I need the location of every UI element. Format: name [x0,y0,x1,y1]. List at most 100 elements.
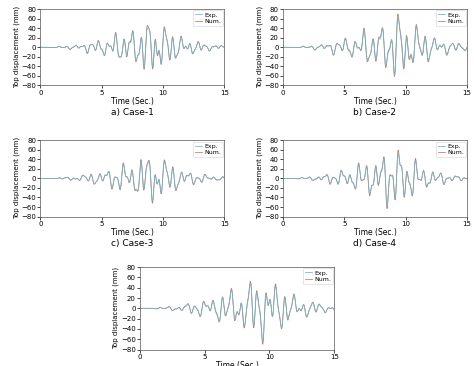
Exp. [127,180,133,184]
Exp. [216,178,222,182]
Num. [216,178,222,182]
Num. [425,182,431,186]
Exp. [425,182,431,186]
Exp. [221,176,227,180]
Num. [459,178,465,183]
Line: Exp.: Exp. [40,28,224,68]
Num. [122,169,128,174]
Num. [464,177,470,181]
Num. [260,342,265,347]
Num. [290,45,295,49]
X-axis label: Time (Sec.): Time (Sec.) [111,97,154,106]
X-axis label: Time (Sec.): Time (Sec.) [111,228,154,237]
Num. [459,45,465,50]
Y-axis label: Top displacement (mm): Top displacement (mm) [256,6,263,88]
Line: Num.: Num. [140,281,334,344]
Exp. [280,45,286,49]
Y-axis label: Top displacement (mm): Top displacement (mm) [13,137,20,220]
Exp. [331,307,337,312]
Num. [182,177,188,182]
Line: Num.: Num. [283,14,467,76]
Exp. [459,178,465,183]
Num. [127,40,133,44]
Num. [395,148,401,152]
Exp. [216,178,222,182]
Exp. [137,306,143,310]
Num. [365,60,370,64]
Line: Exp.: Exp. [283,153,467,206]
X-axis label: Time (Sec.): Time (Sec.) [354,228,396,237]
Legend: Exp., Num.: Exp., Num. [436,10,465,26]
Exp. [122,40,128,44]
Num. [182,44,188,49]
Num. [326,306,332,310]
Title: c) Case-3: c) Case-3 [111,239,154,248]
Exp. [290,296,296,300]
Line: Num.: Num. [40,160,224,203]
Exp. [182,44,188,49]
Exp. [47,45,53,49]
Exp. [122,169,128,174]
Exp. [216,46,222,50]
Num. [127,180,133,184]
Exp. [464,176,470,181]
Num. [137,306,143,310]
Y-axis label: Top displacement (mm): Top displacement (mm) [256,137,263,220]
Num. [247,279,253,284]
Y-axis label: Top displacement (mm): Top displacement (mm) [113,267,119,350]
Num. [47,176,53,180]
Exp. [37,45,43,49]
Exp. [247,281,253,285]
Num. [147,306,153,310]
Num. [216,46,222,50]
Num. [47,45,53,49]
Num. [122,40,128,44]
Line: Exp.: Exp. [283,18,467,75]
Exp. [141,66,147,70]
Num. [464,45,470,50]
Num. [37,45,43,49]
Exp. [231,315,237,320]
Exp. [464,46,470,50]
Num. [370,183,375,187]
Num. [290,176,295,180]
Exp. [182,177,188,182]
Exp. [370,183,375,187]
Exp. [384,204,390,208]
Exp. [395,15,401,20]
Exp. [290,45,295,49]
Line: Exp.: Exp. [40,161,224,201]
Title: a) Case-1: a) Case-1 [111,108,154,117]
Line: Num.: Num. [283,150,467,209]
Exp. [290,176,295,180]
Exp. [365,169,370,173]
Num. [221,176,227,180]
Legend: Exp., Num.: Exp., Num. [303,268,333,284]
Exp. [127,41,133,45]
Num. [221,45,227,50]
Exp. [47,176,53,180]
Num. [395,12,401,16]
Exp. [326,306,331,310]
Num. [384,206,390,211]
Num. [280,176,286,181]
Num. [365,169,370,174]
Exp. [260,340,265,344]
Num. [425,59,431,64]
Exp. [147,306,153,310]
Exp. [37,176,43,181]
Exp. [459,178,465,183]
Exp. [280,176,286,181]
Exp. [216,46,222,50]
Num. [280,45,286,49]
Y-axis label: Top displacement (mm): Top displacement (mm) [13,6,20,88]
Num. [459,178,465,183]
Num. [37,176,43,181]
Exp. [145,26,151,30]
Num. [145,23,150,28]
Num. [150,201,155,205]
Exp. [365,58,370,62]
Legend: Exp., Num.: Exp., Num. [436,142,465,157]
Exp. [370,40,375,44]
Num. [290,295,296,299]
